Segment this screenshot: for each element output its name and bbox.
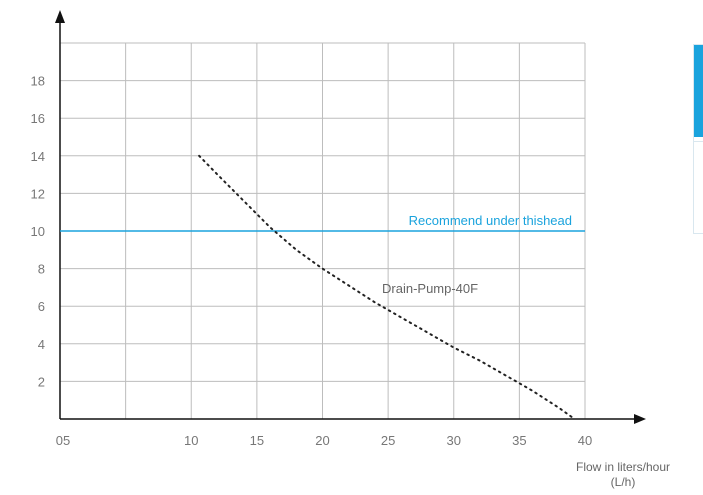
side-panel-divider: [694, 141, 703, 142]
x-tick-label: 10: [184, 433, 198, 448]
y-tick-label: 10: [31, 224, 45, 239]
x-tick-labels: 05 10 15 20 25 30 35 40: [56, 433, 592, 448]
x-tick-label: 35: [512, 433, 526, 448]
x-axis-arrow: [634, 414, 646, 424]
x-tick-label: 20: [315, 433, 329, 448]
series-group: Drain-Pump-40F: [198, 154, 576, 420]
reference-line-group: Recommend under thishead: [60, 213, 585, 232]
y-tick-label: 16: [31, 111, 45, 126]
x-tick-label: 40: [578, 433, 592, 448]
x-axis-label: Flow in liters/hour (L/h): [575, 460, 671, 489]
y-tick-label: 14: [31, 149, 45, 164]
x-tick-label: 15: [250, 433, 264, 448]
y-tick-label: 8: [38, 262, 45, 277]
y-tick-label: 12: [31, 186, 45, 201]
x-tick-label: 30: [447, 433, 461, 448]
series-label: Drain-Pump-40F: [382, 281, 478, 296]
y-axis-arrow: [55, 10, 65, 23]
side-panel: [693, 44, 703, 234]
x-tick-label: 05: [56, 433, 70, 448]
y-tick-label: 2: [38, 374, 45, 389]
y-tick-label: 18: [31, 74, 45, 89]
axes: [55, 10, 646, 424]
series-line: [198, 154, 576, 420]
reference-line-label: Recommend under thishead: [409, 213, 572, 228]
y-tick-labels: 2 4 6 8 10 12 14 16 18: [31, 74, 45, 390]
y-tick-label: 4: [38, 337, 45, 352]
y-tick-label: 6: [38, 299, 45, 314]
side-panel-accent: [694, 45, 703, 137]
x-tick-label: 25: [381, 433, 395, 448]
